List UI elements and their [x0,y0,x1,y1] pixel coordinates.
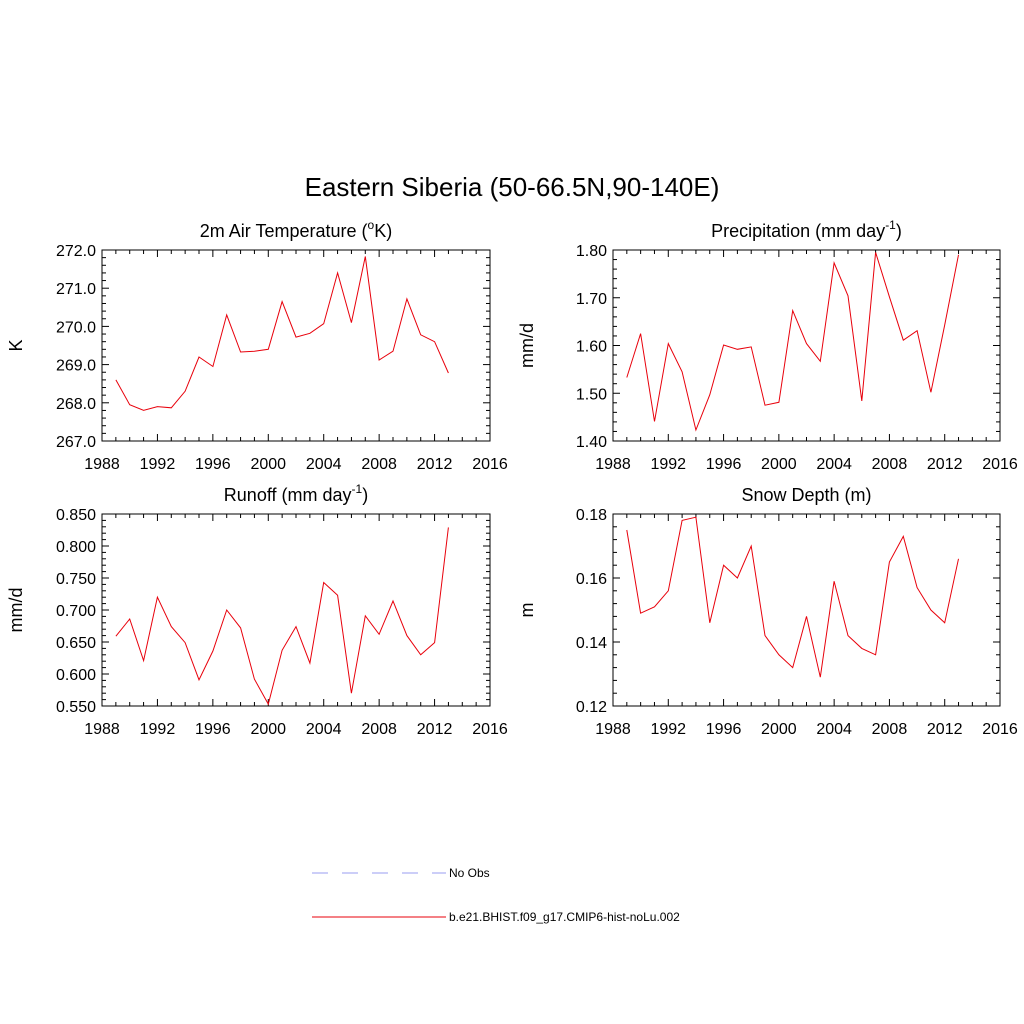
x-tick-label: 2016 [472,456,508,473]
x-tick-label: 2016 [982,721,1018,738]
x-tick-label: 2008 [361,456,397,473]
y-tick-label: 272.0 [56,243,96,260]
y-axis-label: mm/d [517,323,537,368]
panel-title-text: Precipitation (mm day [711,221,885,241]
panel-title-text: Runoff (mm day [224,485,352,505]
panel-title-superscript: -1 [352,482,363,496]
x-tick-label: 2004 [306,456,342,473]
y-tick-label: 0.800 [56,539,96,556]
y-tick-label: 0.12 [576,699,607,716]
x-tick-label: 2012 [417,721,453,738]
y-tick-label: 0.18 [576,507,607,524]
y-tick-label: 0.700 [56,603,96,620]
series-line-1 [115,527,449,706]
chart-panel-3: 1988 1992 1996 2000 2004 2008 2012 2016 0.550 0.6… [6,482,508,738]
y-tick-label: 0.850 [56,507,96,524]
y-tick-label: 270.0 [56,319,96,336]
x-tick-label: 1988 [84,721,120,738]
panel-title: Precipitation (mm day-1) [711,218,902,241]
x-tick-label: 2004 [306,721,342,738]
legend-label-2: b.e21.BHIST.f09_g17.CMIP6-hist-noLu.002 [449,910,680,924]
y-tick-label: 269.0 [56,358,96,375]
x-tick-label: 1992 [140,456,176,473]
legend: No Obs b.e21.BHIST.f09_g17.CMIP6-hist-noL… [312,866,680,924]
x-tick-label: 2004 [816,721,852,738]
plot-frame [101,249,491,442]
x-tick-label: 1992 [650,721,686,738]
figure-title: Eastern Siberia (50-66.5N,90-140E) [305,172,720,202]
series-line-1 [626,252,959,432]
panel-title-suffix: ) [896,221,902,241]
y-tick-label: 0.14 [576,635,607,652]
x-tick-label: 2012 [417,456,453,473]
series-line-1 [115,256,449,411]
y-tick-label: 268.0 [56,396,96,413]
x-tick-label: 2000 [761,721,797,738]
x-tick-label: 1996 [706,456,742,473]
panel-title: 2m Air Temperature (oK) [200,218,392,241]
chart-panel-2: 1988 1992 1996 2000 2004 2008 2012 2016 1.40 1.50… [517,218,1018,473]
chart-panels: 1988 1992 1996 2000 2004 2008 2012 2016 267.0 268… [6,218,1018,738]
x-tick-label: 1992 [650,456,686,473]
y-tick-label: 267.0 [56,434,96,451]
y-axis-label: m [517,603,537,618]
panel-title-superscript: -1 [885,218,896,232]
x-tick-label: 2008 [872,721,908,738]
chart-panel-1: 1988 1992 1996 2000 2004 2008 2012 2016 267.0 268… [6,218,508,473]
x-tick-label: 2000 [250,456,286,473]
y-tick-label: 0.600 [56,667,96,684]
x-tick-label: 2000 [250,721,286,738]
panel-title: Snow Depth (m) [741,485,871,505]
plot-frame [612,513,1001,707]
x-tick-label: 2008 [872,456,908,473]
y-tick-label: 0.650 [56,635,96,652]
x-tick-label: 1996 [195,721,231,738]
panel-title-suffix: K) [374,221,392,241]
y-axis-label: mm/d [6,588,26,633]
x-tick-label: 1992 [140,721,176,738]
x-tick-label: 2016 [472,721,508,738]
legend-label-1: No Obs [449,866,490,880]
x-tick-label: 2012 [927,721,963,738]
y-tick-label: 0.550 [56,699,96,716]
x-tick-label: 1988 [595,721,631,738]
y-tick-label: 0.16 [576,571,607,588]
plot-frame [101,513,491,707]
x-tick-label: 1996 [706,721,742,738]
x-tick-label: 1996 [195,456,231,473]
y-tick-label: 1.70 [576,291,607,308]
x-tick-label: 2000 [761,456,797,473]
plot-frame [612,249,1001,442]
x-tick-label: 2016 [982,456,1018,473]
y-tick-label: 1.60 [576,339,607,356]
x-tick-label: 1988 [84,456,120,473]
x-tick-label: 2008 [361,721,397,738]
panel-title-suffix: ) [362,485,368,505]
y-tick-label: 1.80 [576,243,607,260]
panel-title: Runoff (mm day-1) [224,482,368,505]
y-tick-label: 1.40 [576,434,607,451]
y-tick-label: 271.0 [56,281,96,298]
series-line-1 [626,516,959,678]
x-tick-label: 2004 [816,456,852,473]
y-tick-label: 1.50 [576,386,607,403]
y-axis-label: K [6,339,26,351]
x-tick-label: 1988 [595,456,631,473]
chart-panel-4: 1988 1992 1996 2000 2004 2008 2012 2016 0.12 0.14… [517,485,1018,738]
panel-title-text: Snow Depth (m) [741,485,871,505]
y-tick-label: 0.750 [56,571,96,588]
x-tick-label: 2012 [927,456,963,473]
panel-title-text: 2m Air Temperature ( [200,221,368,241]
panel-title-superscript: o [368,218,375,232]
